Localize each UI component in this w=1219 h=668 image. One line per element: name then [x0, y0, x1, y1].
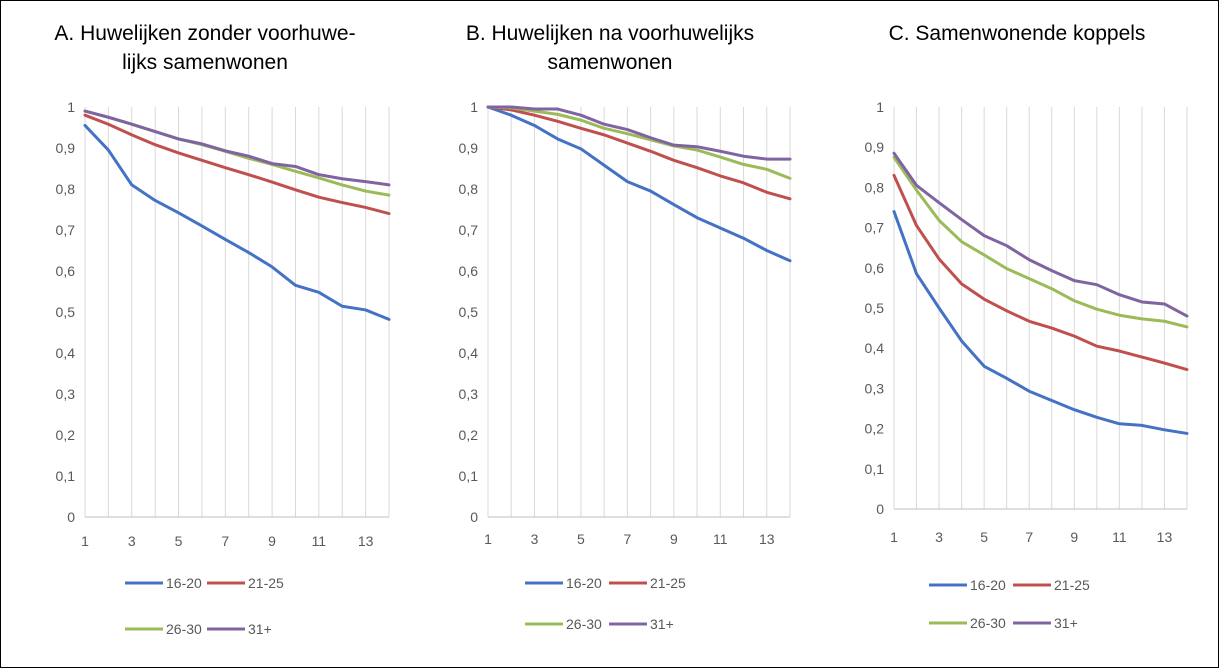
x-tick-label: 3: [935, 529, 943, 545]
y-tick-label: 0,3: [56, 386, 76, 402]
y-tick-label: 0,1: [459, 468, 479, 484]
legend-label-16-20: 16-20: [970, 577, 1006, 593]
panel-a-title-line-1: A. Huwelijken zonder voorhuwe-: [54, 22, 356, 45]
x-tick-label: 1: [484, 531, 492, 547]
series-line-21-25: [892, 173, 1189, 372]
x-tick-label: 9: [268, 533, 276, 549]
panel-a-title-line-2: lijks samenwonen: [122, 51, 288, 74]
panel-c-title: C. Samenwonende koppels: [817, 19, 1217, 48]
legend-label-26-30: 26-30: [166, 621, 202, 637]
x-tick-label: 11: [713, 531, 728, 547]
y-tick-label: 0: [876, 501, 884, 517]
y-tick-label: 0,2: [459, 427, 479, 443]
y-tick-label: 0,8: [459, 181, 479, 197]
y-tick-label: 0,2: [56, 427, 76, 443]
x-tick-label: 1: [890, 529, 898, 545]
y-tick-label: 0: [67, 509, 75, 525]
y-tick-label: 0,9: [459, 140, 479, 156]
y-tick-label: 1: [67, 99, 75, 115]
y-tick-label: 0,1: [56, 468, 76, 484]
panel-b-title: B. Huwelijken na voorhuwelijks samenwone…: [410, 19, 810, 77]
x-tick-label: 7: [221, 533, 229, 549]
panel-b: B. Huwelijken na voorhuwelijks samenwone…: [410, 1, 810, 667]
y-tick-label: 0,7: [865, 220, 885, 236]
y-tick-label: 0,6: [865, 260, 885, 276]
y-tick-label: 1: [876, 99, 884, 115]
x-tick-label: 5: [175, 533, 183, 549]
y-tick-label: 0,3: [865, 380, 885, 396]
series-line-21-25: [83, 113, 391, 216]
panel-a: A. Huwelijken zonder voorhuwe- lijks sam…: [5, 1, 405, 667]
x-tick-label: 13: [1157, 529, 1173, 545]
x-tick-label: 3: [128, 533, 136, 549]
y-tick-label: 0,8: [865, 179, 885, 195]
x-tick-label: 7: [1025, 529, 1033, 545]
panel-b-title-line-2: samenwonen: [547, 51, 673, 74]
panel-a-chart: 00,10,20,30,40,50,60,70,80,911 3 5 7 9 11 1316…: [56, 99, 391, 637]
panel-a-title: A. Huwelijken zonder voorhuwe- lijks sam…: [5, 19, 405, 77]
y-tick-label: 1: [470, 99, 478, 115]
legend-label-21-25: 21-25: [650, 575, 686, 591]
panel-c-chart: 00,10,20,30,40,50,60,70,80,911 3 5 7 9 11 1316…: [865, 99, 1189, 631]
legend-label-21-25: 21-25: [1054, 577, 1090, 593]
series-line-31plus: [486, 105, 792, 161]
series-line-16-20: [892, 210, 1189, 435]
y-tick-label: 0,9: [56, 140, 76, 156]
x-tick-label: 9: [1070, 529, 1078, 545]
x-tick-label: 5: [980, 529, 988, 545]
legend-label-21-25: 21-25: [248, 575, 284, 591]
legend-label-31plus: 31+: [248, 621, 272, 637]
y-tick-label: 0,5: [865, 300, 885, 316]
y-tick-label: 0: [470, 509, 478, 525]
y-tick-label: 0,8: [56, 181, 76, 197]
legend-label-16-20: 16-20: [566, 575, 602, 591]
panel-c-title-line-1: C. Samenwonende koppels: [888, 22, 1146, 45]
legend-label-31plus: 31+: [650, 616, 674, 632]
series-line-31plus: [892, 151, 1189, 318]
series-line-16-20: [83, 123, 391, 321]
x-tick-label: 13: [759, 531, 775, 547]
x-tick-label: 7: [623, 531, 631, 547]
panel-b-title-line-1: B. Huwelijken na voorhuwelijks: [465, 22, 755, 45]
panel-b-chart: 00,10,20,30,40,50,60,70,80,911 3 5 7 9 11 1316…: [459, 99, 792, 632]
legend-label-16-20: 16-20: [166, 575, 202, 591]
x-tick-label: 13: [358, 533, 374, 549]
x-tick-label: 9: [670, 531, 678, 547]
y-tick-label: 0,5: [459, 304, 479, 320]
x-tick-label: 1: [81, 533, 89, 549]
y-tick-label: 0,6: [56, 263, 76, 279]
legend-label-26-30: 26-30: [970, 615, 1006, 631]
series-line-26-30: [892, 155, 1189, 329]
legend-label-31plus: 31+: [1054, 615, 1078, 631]
y-tick-label: 0,9: [865, 139, 885, 155]
y-tick-label: 0,2: [865, 421, 885, 437]
panel-c: C. Samenwonende koppels 0 0,1 0,2 0,3 0,4 0,5…: [817, 1, 1217, 667]
y-tick-label: 0,4: [56, 345, 76, 361]
x-tick-label: 11: [312, 533, 327, 549]
x-tick-label: 5: [577, 531, 585, 547]
series-line-16-20: [486, 105, 792, 263]
y-tick-label: 0,6: [459, 263, 479, 279]
legend-label-26-30: 26-30: [566, 616, 602, 632]
y-tick-label: 0,7: [459, 222, 479, 238]
y-tick-label: 0,1: [865, 461, 885, 477]
series-line-26-30: [486, 105, 792, 180]
x-tick-label: 3: [531, 531, 539, 547]
y-tick-label: 0,3: [459, 386, 479, 402]
y-tick-label: 0,4: [865, 340, 885, 356]
y-tick-label: 0,5: [56, 304, 76, 320]
x-tick-label: 11: [1112, 529, 1127, 545]
series-line-31plus: [83, 109, 391, 187]
series-line-21-25: [486, 105, 792, 201]
y-tick-label: 0,4: [459, 345, 479, 361]
y-tick-label: 0,7: [56, 222, 76, 238]
